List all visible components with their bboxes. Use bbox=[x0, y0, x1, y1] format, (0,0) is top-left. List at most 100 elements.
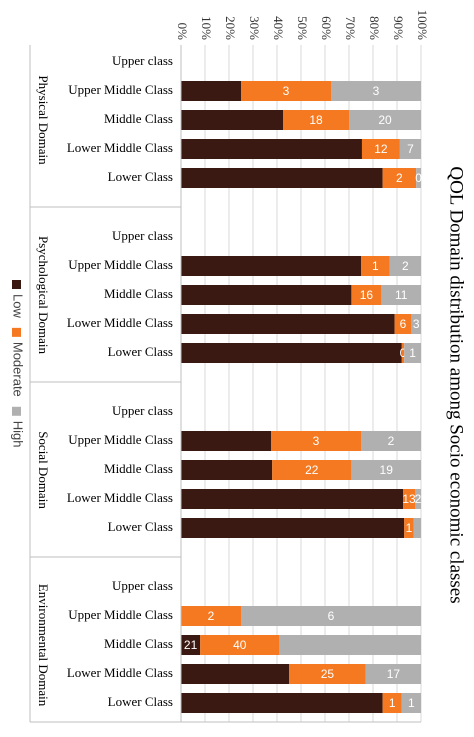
bar-segment bbox=[401, 343, 405, 363]
data-label: 1 bbox=[389, 696, 396, 710]
bar-segment bbox=[381, 285, 421, 305]
bar-segment bbox=[394, 314, 412, 334]
category-label: Middle Class bbox=[104, 636, 173, 651]
category-label: Lower Middle Class bbox=[67, 140, 173, 155]
x-tick-label: 20% bbox=[223, 16, 238, 40]
data-label: 6 bbox=[328, 609, 335, 623]
category-label: Lower Class bbox=[108, 344, 173, 359]
bar-segment bbox=[361, 139, 400, 159]
domain-label: Psychological Domain bbox=[36, 236, 51, 355]
domain-label: Social Domain bbox=[36, 431, 51, 509]
bar-segment bbox=[181, 314, 395, 334]
bar-segment bbox=[181, 168, 383, 188]
bar-segment bbox=[181, 489, 403, 509]
data-label: 17 bbox=[387, 667, 401, 681]
domain-label: Environmental Domain bbox=[36, 584, 51, 707]
x-tick-label: 70% bbox=[343, 16, 358, 40]
bar-segment bbox=[365, 664, 421, 684]
chart-title: QOL Domain distribution among Socio econ… bbox=[446, 166, 467, 603]
bar-segment bbox=[181, 81, 241, 101]
x-tick-label: 100% bbox=[415, 10, 430, 41]
data-label: 2 bbox=[396, 171, 403, 185]
bar-segment bbox=[416, 168, 421, 188]
x-tick-label: 50% bbox=[295, 16, 310, 40]
bar-segment bbox=[241, 606, 421, 626]
data-label: 0 bbox=[415, 171, 422, 185]
data-label: 22 bbox=[305, 463, 319, 477]
category-label: Middle Class bbox=[104, 286, 173, 301]
bar-segment bbox=[403, 489, 415, 509]
data-label: 6 bbox=[400, 317, 407, 331]
bar-segment bbox=[289, 664, 366, 684]
data-label: 20 bbox=[378, 113, 392, 127]
data-label: 1 bbox=[406, 521, 413, 535]
legend-swatch bbox=[12, 280, 21, 289]
bar-segment bbox=[404, 518, 414, 538]
bar-segment bbox=[382, 168, 417, 188]
x-tick-label: 10% bbox=[199, 16, 214, 40]
data-label: 18 bbox=[309, 113, 323, 127]
bar-segment bbox=[411, 314, 421, 334]
category-label: Upper Middle Class bbox=[68, 607, 173, 622]
bar-segment bbox=[241, 81, 331, 101]
domain-label: Physical Domain bbox=[36, 75, 51, 165]
bar-segment bbox=[279, 635, 421, 655]
data-label: 40 bbox=[233, 638, 247, 652]
data-label: 11 bbox=[395, 288, 408, 302]
bar-segment bbox=[181, 518, 405, 538]
bar-segment bbox=[349, 110, 421, 130]
category-label: Middle Class bbox=[104, 461, 173, 476]
bar-segment bbox=[389, 256, 421, 276]
bar-segment bbox=[181, 139, 362, 159]
bar-segment bbox=[181, 693, 383, 713]
data-label: 2 bbox=[208, 609, 215, 623]
data-label: 3 bbox=[413, 317, 420, 331]
bar-segment bbox=[361, 256, 390, 276]
category-label: Lower Middle Class bbox=[67, 490, 173, 505]
data-label: 2 bbox=[402, 259, 409, 273]
bar-segment bbox=[351, 460, 421, 480]
x-tick-label: 40% bbox=[271, 16, 286, 40]
bar-segment bbox=[181, 664, 289, 684]
bar-segment bbox=[181, 635, 201, 655]
data-label: 3 bbox=[313, 434, 320, 448]
bar-segment bbox=[401, 693, 421, 713]
x-tick-label: 0% bbox=[175, 23, 190, 41]
category-label: Lower Middle Class bbox=[67, 665, 173, 680]
bar-segment bbox=[415, 489, 421, 509]
x-tick-label: 60% bbox=[319, 16, 334, 40]
data-label: 0 bbox=[400, 346, 407, 360]
bar-segment bbox=[181, 110, 283, 130]
category-label: Lower Class bbox=[108, 519, 173, 534]
data-label: 2 bbox=[388, 434, 395, 448]
bar-segment bbox=[361, 431, 421, 451]
bar-segment bbox=[399, 139, 421, 159]
data-label: 21 bbox=[184, 638, 198, 652]
legend-swatch bbox=[12, 406, 21, 416]
bar-segment bbox=[181, 606, 241, 626]
category-label: Upper Middle Class bbox=[68, 257, 173, 272]
bar-segment bbox=[331, 81, 421, 101]
bar-segment bbox=[271, 431, 361, 451]
legend-label: High bbox=[11, 421, 26, 448]
category-label: Lower Middle Class bbox=[67, 315, 173, 330]
bar-segment bbox=[413, 518, 421, 538]
category-label: Upper Middle Class bbox=[68, 82, 173, 97]
x-tick-label: 30% bbox=[247, 16, 262, 40]
data-label: 3 bbox=[373, 84, 380, 98]
bar-segment bbox=[181, 285, 352, 305]
data-label: 16 bbox=[360, 288, 374, 302]
data-label: 1 bbox=[372, 259, 379, 273]
data-label: 2 bbox=[415, 492, 422, 506]
bar-segment bbox=[181, 256, 361, 276]
data-label: 7 bbox=[407, 142, 414, 156]
legend-swatch bbox=[12, 327, 21, 337]
category-label: Upper Middle Class bbox=[68, 432, 173, 447]
category-label: Lower Class bbox=[108, 694, 173, 709]
bar-segment bbox=[181, 431, 271, 451]
x-tick-label: 80% bbox=[367, 16, 382, 40]
data-label: 12 bbox=[374, 142, 388, 156]
bar-segment bbox=[181, 460, 273, 480]
data-label: 3 bbox=[283, 84, 290, 98]
